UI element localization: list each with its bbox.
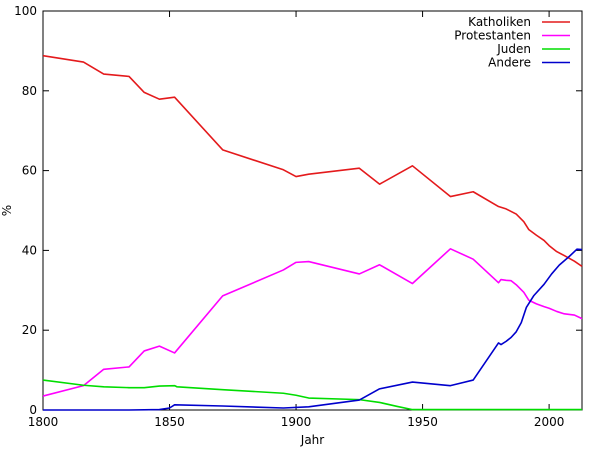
x-tick-label: 1950: [407, 415, 438, 429]
plot-frame: [42, 10, 583, 411]
legend-label-protestanten: Protestanten: [454, 29, 531, 43]
x-tick-label: 1800: [28, 415, 59, 429]
x-tick-label: 1850: [154, 415, 185, 429]
series-line-protestanten: [42, 248, 583, 397]
x-axis-label: Jahr: [300, 433, 324, 447]
series-line-juden: [42, 379, 582, 411]
x-tick-label: 1900: [281, 415, 312, 429]
y-tick-label: 0: [29, 403, 37, 417]
series-layer: [42, 54, 583, 411]
series-line-andere: [43, 248, 583, 411]
legend-label-katholiken: Katholiken: [468, 15, 531, 29]
legend-label-andere: Andere: [488, 56, 531, 70]
y-tick-label: 80: [22, 84, 37, 98]
axes: 1800 1850 1900 1950 2000 0 20 40 60 80 100 Jahr%: [0, 4, 583, 447]
series-line-katholiken: [42, 54, 583, 268]
y-tick-label: 60: [22, 164, 37, 178]
y-axis-label: %: [0, 205, 14, 216]
y-tick-label: 40: [22, 243, 37, 257]
x-tick-label: 2000: [534, 415, 565, 429]
legend-label-juden: Juden: [496, 42, 531, 56]
y-tick-label: 20: [22, 323, 37, 337]
y-tick-label: 100: [14, 4, 37, 18]
